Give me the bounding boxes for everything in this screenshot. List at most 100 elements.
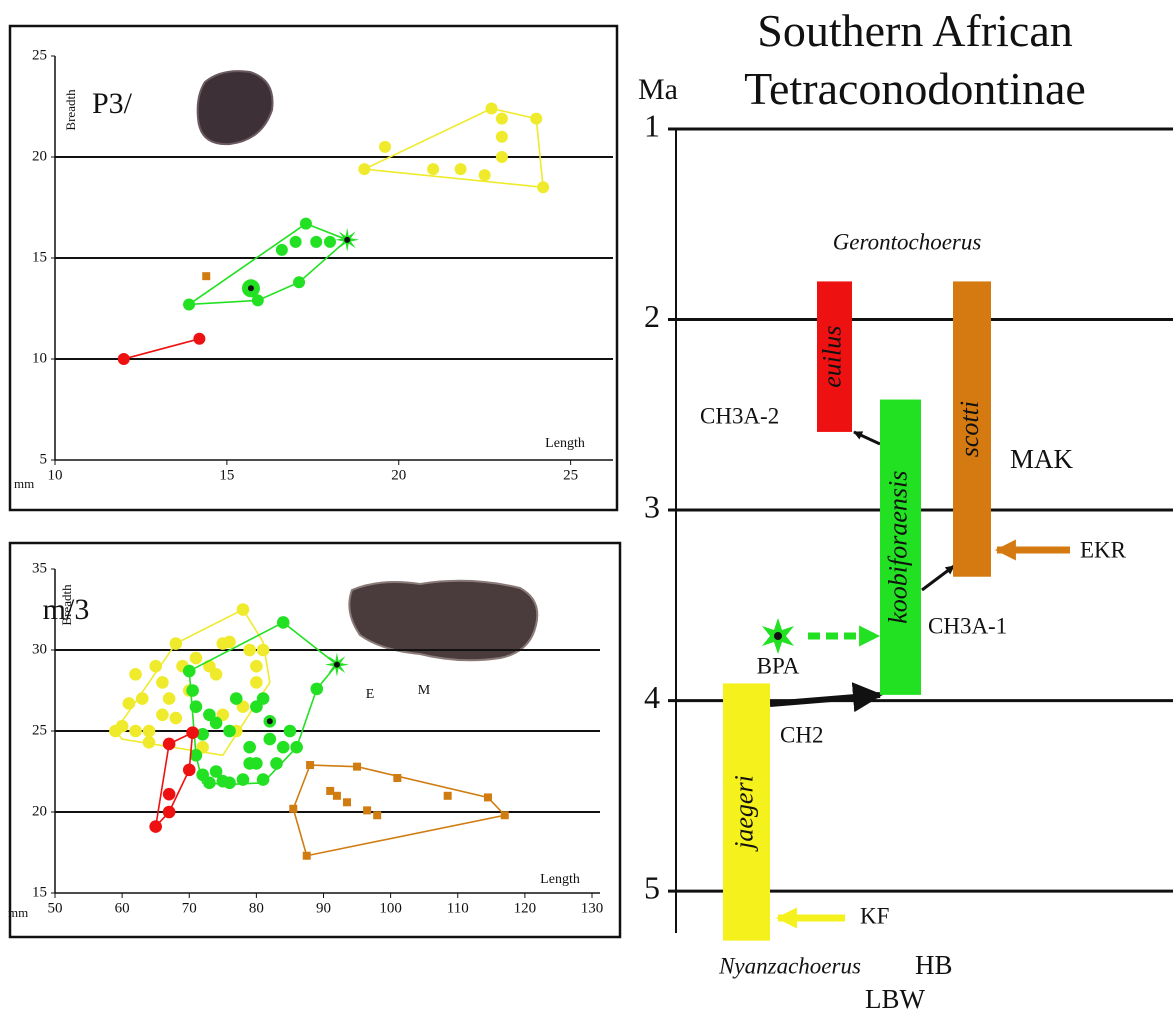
hull-outline — [364, 109, 543, 188]
point — [143, 725, 156, 738]
site-label: CH3A-2 — [700, 403, 779, 428]
point — [193, 333, 205, 345]
point — [284, 725, 297, 738]
x-axis-label: Length — [540, 872, 580, 887]
point — [250, 660, 263, 673]
point — [486, 103, 498, 115]
point — [143, 736, 156, 749]
point — [163, 738, 176, 751]
point — [310, 683, 323, 696]
point — [210, 717, 223, 730]
y-tick-label: 5 — [644, 869, 660, 905]
point — [290, 236, 302, 248]
point — [149, 820, 162, 833]
point — [373, 811, 381, 819]
point — [190, 700, 203, 713]
point — [202, 272, 210, 280]
point — [186, 726, 199, 739]
point — [393, 774, 401, 782]
y-tick-label: 4 — [644, 679, 660, 715]
point — [306, 761, 314, 769]
unit-label: mm — [8, 905, 28, 920]
point — [293, 276, 305, 288]
point — [257, 692, 270, 705]
panel-title: P3/ — [92, 87, 133, 120]
y-tick-label: 5 — [40, 451, 48, 467]
arrow — [922, 566, 954, 590]
y-tick-label: 20 — [32, 803, 47, 819]
point — [300, 218, 312, 230]
tooth-photo — [349, 581, 537, 660]
site-label: BPA — [757, 653, 800, 678]
y-axis-label: Ma — [638, 73, 678, 106]
point — [343, 798, 351, 806]
site-label: EKR — [1080, 537, 1127, 562]
genus-label: Nyanzachoerus — [718, 953, 861, 978]
point — [333, 792, 341, 800]
point — [277, 741, 290, 754]
point — [156, 676, 169, 689]
x-tick-label: 20 — [391, 467, 406, 483]
point — [163, 788, 176, 801]
point — [230, 692, 243, 705]
bar-label: euilus — [817, 326, 846, 388]
point — [303, 852, 311, 860]
point — [363, 806, 371, 814]
site-label: LBW — [865, 984, 926, 1011]
point-center — [334, 662, 340, 668]
site-label: HB — [915, 950, 953, 980]
point — [427, 163, 439, 175]
point — [501, 811, 509, 819]
point — [444, 792, 452, 800]
point — [170, 637, 183, 650]
y-axis-label: Breadth — [59, 584, 74, 626]
point — [237, 773, 250, 786]
point — [149, 660, 162, 673]
point — [183, 665, 196, 678]
point-center — [248, 285, 254, 291]
point — [243, 741, 256, 754]
x-tick-label: 130 — [581, 900, 604, 916]
x-tick-label: 70 — [182, 900, 197, 916]
point — [243, 757, 256, 770]
point — [123, 697, 136, 710]
point — [277, 616, 290, 629]
point — [270, 757, 283, 770]
x-tick-label: 80 — [249, 900, 264, 916]
point — [223, 725, 236, 738]
site-star-center — [774, 632, 782, 640]
point — [186, 684, 199, 697]
point — [223, 777, 236, 790]
y-tick-label: 15 — [32, 884, 47, 900]
bar-label: jaegeri — [729, 775, 758, 852]
point — [530, 113, 542, 125]
point — [310, 236, 322, 248]
point — [190, 652, 203, 665]
point — [210, 668, 223, 681]
y-tick-label: 3 — [644, 488, 660, 524]
point — [324, 236, 336, 248]
x-tick-label: 60 — [115, 900, 130, 916]
tooth-photo — [198, 71, 273, 144]
point — [196, 768, 209, 781]
point — [136, 692, 149, 705]
chart-title: Southern African Tetraconodontinae — [680, 2, 1150, 118]
point — [484, 793, 492, 801]
figure: 51015202510152025P3/BreadthLengthmm15202… — [0, 0, 1173, 1011]
y-tick-label: 15 — [32, 249, 47, 265]
point — [264, 733, 277, 746]
annotation: M — [418, 683, 431, 698]
x-tick-label: 25 — [563, 467, 578, 483]
x-tick-label: 15 — [219, 467, 234, 483]
point — [455, 163, 467, 175]
point — [358, 163, 370, 175]
point — [183, 764, 196, 777]
y-tick-label: 25 — [32, 47, 47, 63]
point — [496, 113, 508, 125]
site-label: CH2 — [780, 722, 823, 747]
x-axis-label: Length — [545, 436, 585, 451]
point — [257, 773, 270, 786]
x-tick-label: 110 — [447, 900, 469, 916]
hull-outline — [124, 339, 200, 359]
bar-label: scotti — [955, 401, 984, 457]
